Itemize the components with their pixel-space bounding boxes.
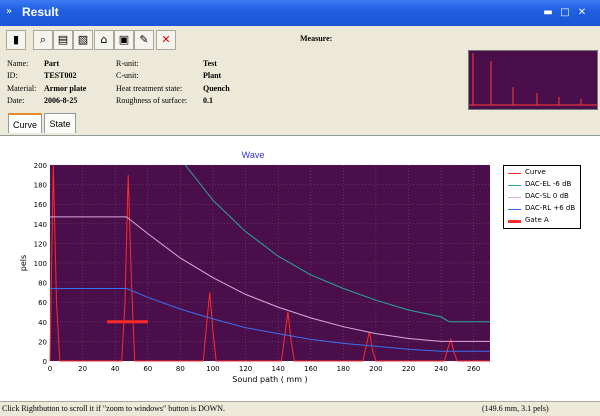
x-tick-label: 0	[48, 365, 52, 373]
legend-swatch	[508, 220, 521, 223]
y-tick-label: 40	[38, 319, 47, 327]
series-line-1	[184, 164, 490, 323]
x-tick-label: 60	[143, 365, 152, 373]
runit-value: Test	[203, 59, 217, 68]
x-tick-label: 220	[402, 365, 415, 373]
legend-swatch	[508, 209, 521, 210]
x-tick-label: 160	[304, 365, 317, 373]
overview-thumbnail[interactable]	[468, 50, 598, 110]
close-icon[interactable]: ✕	[156, 30, 176, 50]
status-hint: Click Rightbutton to scroll it if "zoom …	[2, 404, 225, 413]
y-tick-label: 60	[38, 299, 47, 307]
series-line-0	[49, 164, 490, 362]
zoom-icon[interactable]: ⌕	[33, 30, 53, 50]
x-tick-label: 260	[467, 365, 480, 373]
status-coords: (149.6 mm, 3.1 pels)	[482, 404, 549, 413]
print-icon[interactable]: ▤	[53, 30, 73, 50]
name-value: Part	[44, 59, 60, 68]
legend-label: Gate A	[525, 216, 549, 224]
x-tick-label: 80	[176, 365, 185, 373]
x-tick-label: 40	[111, 365, 120, 373]
chart-legend: Curve DAC-EL -6 dB DAC-SL 0 dB DAC-RL +6…	[503, 165, 581, 229]
series-line-3	[50, 288, 490, 352]
axis-ticks: 0 20 40 60 80 100 120 140 160 180 200 220 240 260 0 20 4…	[34, 162, 481, 373]
title-bar: » Result ▬ □ ✕	[0, 0, 600, 26]
id-value: TEST002	[44, 71, 77, 80]
x-tick-label: 140	[271, 365, 284, 373]
legend-item-dac-rl: DAC-RL +6 dB	[504, 204, 580, 214]
y-tick-label: 180	[34, 182, 47, 190]
id-label: ID:	[7, 71, 18, 80]
legend-label: DAC-RL +6 dB	[525, 204, 576, 212]
window-close-button[interactable]: ✕	[577, 7, 587, 18]
cunit-label: C-unit:	[116, 71, 139, 80]
tab-state[interactable]: State	[44, 113, 76, 133]
heat-value: Quench	[203, 84, 230, 93]
home-icon[interactable]: ⌂	[94, 30, 114, 50]
minimize-button[interactable]: ▬	[543, 7, 553, 18]
x-tick-label: 200	[369, 365, 382, 373]
legend-label: Curve	[525, 168, 546, 176]
chart-panel: Wave 0 20 40 60 80 100 120 140 160 180 200 220 240 26…	[0, 135, 600, 401]
date-label: Date:	[7, 96, 25, 105]
export-icon[interactable]: ▧	[73, 30, 93, 50]
material-value: Armor plate	[44, 84, 87, 93]
legend-item-dac-sl: DAC-SL 0 dB	[504, 192, 580, 202]
tab-curve[interactable]: Curve	[8, 113, 42, 133]
series-line-2	[50, 216, 490, 342]
window-icon[interactable]: ▣	[114, 30, 134, 50]
name-label: Name:	[7, 59, 29, 68]
legend-label: DAC-EL -6 dB	[525, 180, 572, 188]
date-value: 2006-8-25	[44, 96, 78, 105]
y-tick-label: 80	[38, 280, 47, 288]
chart-title: Wave	[242, 150, 265, 160]
x-tick-label: 240	[434, 365, 447, 373]
legend-item-curve: Curve	[504, 168, 580, 178]
status-bar: Click Rightbutton to scroll it if "zoom …	[0, 401, 600, 416]
tools-icon[interactable]: ✎	[134, 30, 154, 50]
measure-label: Measure:	[300, 34, 333, 43]
y-tick-label: 120	[34, 240, 47, 248]
legend-swatch	[508, 197, 521, 198]
y-tick-label: 0	[43, 358, 47, 366]
cunit-value: Plant	[203, 71, 222, 80]
wave-chart[interactable]: Wave 0 20 40 60 80 100 120 140 160 180 200 220 240 26…	[0, 136, 600, 401]
y-tick-label: 100	[34, 260, 47, 268]
app-icon: »	[6, 6, 13, 17]
x-tick-label: 100	[206, 365, 219, 373]
thumbnail-svg	[469, 53, 597, 106]
legend-swatch	[508, 185, 521, 186]
x-axis-label: Sound path ( mm )	[232, 375, 307, 384]
series-lines	[49, 164, 490, 362]
maximize-button[interactable]: □	[560, 7, 570, 18]
y-tick-label: 20	[38, 338, 47, 346]
legend-label: DAC-SL 0 dB	[525, 192, 569, 200]
roughness-label: Roughness of surface:	[116, 96, 188, 105]
runit-label: R-unit:	[116, 59, 139, 68]
y-tick-label: 200	[34, 162, 47, 170]
x-tick-label: 120	[239, 365, 252, 373]
window-title: Result	[22, 5, 59, 19]
chart-icon[interactable]: ▮	[6, 30, 26, 50]
material-label: Material:	[7, 84, 37, 93]
roughness-value: 0.1	[203, 96, 213, 105]
y-tick-label: 140	[34, 221, 47, 229]
x-tick-label: 180	[337, 365, 350, 373]
legend-item-gate-a: Gate A	[504, 216, 580, 226]
heat-label: Heat treatment state:	[116, 84, 183, 93]
x-tick-label: 20	[78, 365, 87, 373]
y-tick-label: 160	[34, 201, 47, 209]
legend-item-dac-el: DAC-EL -6 dB	[504, 180, 580, 190]
y-axis-label: pels	[19, 255, 28, 271]
legend-swatch	[508, 173, 521, 174]
